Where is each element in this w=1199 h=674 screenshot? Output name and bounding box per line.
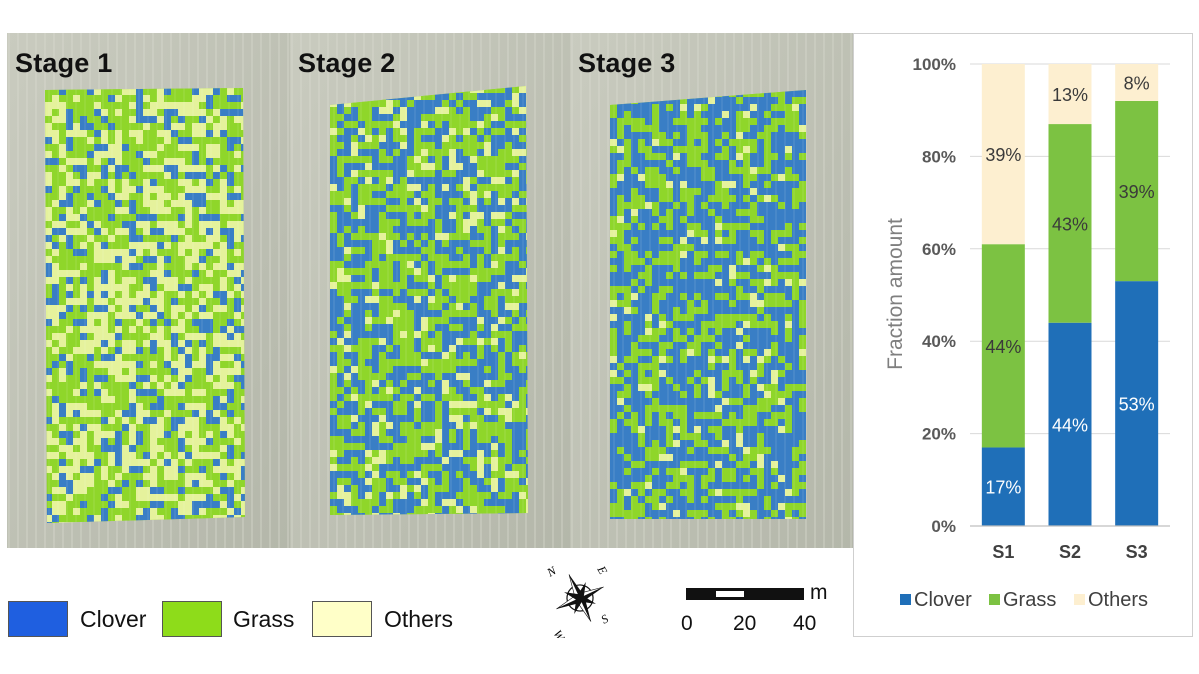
legend-label-others: Others — [384, 606, 454, 632]
bar-label-others-s3: 8% — [1124, 73, 1150, 93]
legend-swatch-clover — [8, 601, 68, 637]
stage-1-map-image — [7, 33, 290, 548]
compass-rose-icon: N E S W — [544, 563, 611, 639]
y-tick-label: 40% — [922, 332, 956, 351]
bar-grass-s3 — [1115, 100, 1159, 282]
stage-1-plot — [45, 88, 245, 523]
bar-label-others-s2: 13% — [1052, 85, 1088, 105]
compass-letter-e: E — [594, 563, 611, 578]
bar-label-grass-s2: 43% — [1052, 214, 1088, 234]
bar-label-grass-s3: 39% — [1119, 182, 1155, 202]
chart-legend: Clover Grass Others — [900, 589, 1148, 611]
stage-3-map — [570, 33, 853, 548]
y-tick-label: 100% — [913, 55, 956, 74]
bar-label-grass-s1: 44% — [985, 337, 1021, 357]
compass-letter-s: S — [599, 611, 611, 626]
legend-label-grass: Grass — [233, 606, 295, 632]
fraction-stacked-bar-chart: 17% 44% 39% 44% 43% 13% 53% 39% 8% 0% 20% 40% 60% 80… — [884, 55, 1170, 611]
bar-grass-s1 — [981, 244, 1025, 448]
scale-bar — [686, 588, 804, 600]
bars — [981, 64, 1159, 526]
bar-label-clover-s2: 44% — [1052, 415, 1088, 435]
stage-3-label: Stage 3 — [578, 48, 676, 78]
bar-others-s3 — [1115, 64, 1159, 101]
stage-2-map — [290, 33, 573, 548]
legend-swatch-clover — [900, 594, 911, 605]
bar-value-labels: 17% 44% 39% 44% 43% 13% 53% 39% 8% — [985, 73, 1154, 497]
stage-1-label: Stage 1 — [15, 48, 113, 78]
y-tick-labels: 0% 20% 40% 60% 80% 100% — [913, 55, 956, 536]
compass-letter-n: N — [544, 563, 560, 580]
legend-label-others: Others — [1088, 589, 1148, 611]
stage-1-map — [7, 33, 290, 548]
bar-label-others-s1: 39% — [985, 145, 1021, 165]
fraction-chart-frame: 17% 44% 39% 44% 43% 13% 53% 39% 8% 0% 20% 40% 60% 80… — [853, 33, 1193, 637]
compass-letter-w: W — [550, 628, 568, 639]
bar-clover-s2 — [1048, 322, 1092, 526]
legend-swatch-others — [1074, 594, 1085, 605]
legend-label-clover: Clover — [914, 589, 972, 611]
y-tick-label: 20% — [922, 425, 956, 444]
scale-bar-tick-0: 0 — [681, 612, 693, 635]
x-category-label: S3 — [1126, 542, 1148, 562]
stage-2-plot — [330, 86, 528, 515]
bar-others-s2 — [1048, 64, 1092, 125]
scale-bar-unit: m — [810, 581, 828, 604]
y-axis-title: Fraction amount — [884, 218, 907, 370]
bar-clover-s1 — [981, 447, 1025, 526]
y-tick-label: 0% — [931, 517, 956, 536]
x-category-labels: S1 S2 S3 — [992, 542, 1147, 562]
stage-2-map-image — [290, 33, 573, 548]
x-category-label: S1 — [992, 542, 1014, 562]
bar-label-clover-s3: 53% — [1119, 395, 1155, 415]
stage-3-plot — [610, 90, 806, 519]
legend-swatch-others — [312, 601, 372, 637]
scale-bar-tick-20: 20 — [733, 612, 757, 635]
scale-bar-tick-40: 40 — [793, 612, 817, 635]
stage-3-map-image — [570, 33, 853, 548]
bar-clover-s3 — [1115, 281, 1159, 526]
bar-label-clover-s1: 17% — [985, 478, 1021, 498]
x-category-label: S2 — [1059, 542, 1081, 562]
legend-swatch-grass — [989, 594, 1000, 605]
bar-others-s1 — [981, 64, 1025, 245]
y-tick-label: 60% — [922, 240, 956, 259]
y-tick-label: 80% — [922, 147, 956, 166]
legend-swatch-grass — [162, 601, 222, 637]
legend-label-clover: Clover — [80, 606, 147, 632]
legend-label-grass: Grass — [1003, 589, 1056, 611]
stage-2-label: Stage 2 — [298, 48, 396, 78]
bar-grass-s2 — [1048, 124, 1092, 323]
